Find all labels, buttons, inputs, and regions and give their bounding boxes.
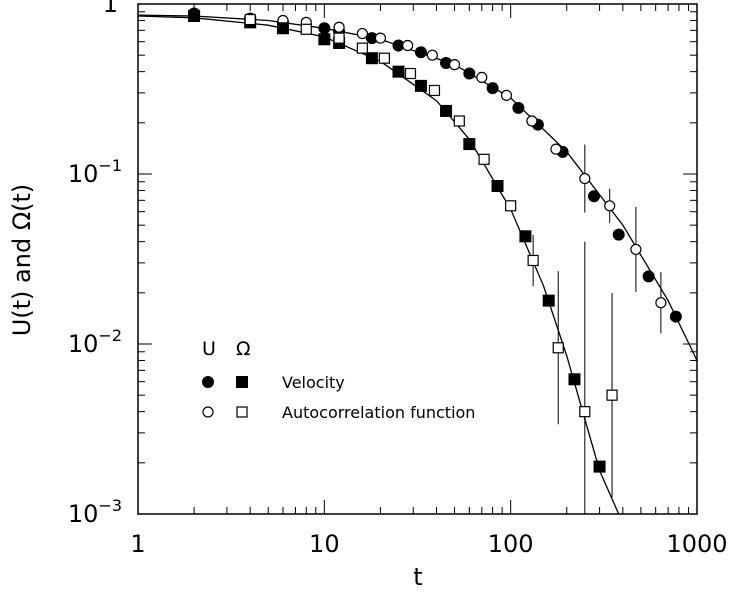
- u-autocorrelation-point: [333, 21, 345, 33]
- omega-velocity-point: [188, 9, 201, 22]
- u-velocity-point: [440, 56, 453, 69]
- u-autocorrelation-point: [426, 49, 438, 61]
- omega-velocity-point: [491, 179, 504, 192]
- omega-velocity-point: [440, 104, 453, 117]
- omega-autocorrelation-point: [606, 389, 618, 401]
- omega-autocorrelation-point: [404, 67, 417, 80]
- omega-autocorrelation-point: [552, 342, 564, 354]
- omega-velocity-point: [593, 460, 606, 473]
- u-autocorrelation-point: [448, 59, 461, 71]
- y-tick-label: 10−3: [68, 496, 122, 528]
- plot-frame: [137, 3, 698, 515]
- u-velocity-point: [512, 101, 525, 114]
- y-tick-labels: 1 10−1 10−2 10−3: [68, 0, 122, 528]
- u-autocorrelation-point: [604, 200, 616, 212]
- omega-autocorrelation-point: [378, 52, 390, 64]
- legend-marker-u-velocity: [202, 376, 214, 388]
- x-tick-label: 1: [130, 530, 145, 558]
- u-autocorrelation-point: [526, 115, 538, 127]
- legend-header-omega: Ω: [236, 338, 251, 360]
- omega-velocity-point: [519, 230, 532, 243]
- x-tick-label: 100: [488, 530, 534, 558]
- u-velocity-point: [392, 39, 405, 52]
- data-markers: [188, 7, 682, 473]
- omega-autocorrelation-point: [579, 406, 591, 418]
- y-axis-title: U(t) and Ω(t): [8, 184, 36, 337]
- omega-velocity-point: [365, 52, 378, 65]
- x-tick-labels: 1 10 100 1000: [130, 530, 727, 558]
- u-autocorrelation-point: [476, 71, 488, 84]
- x-axis-title: t: [413, 563, 422, 591]
- omega-velocity-point: [392, 65, 405, 78]
- u-velocity-point: [642, 270, 655, 283]
- legend-label-autocorrelation: Autocorrelation function: [282, 403, 475, 422]
- axis-ticks: [137, 4, 697, 515]
- omega-autocorrelation-point: [505, 200, 517, 212]
- y-tick-label: 1: [103, 0, 118, 18]
- omega-velocity-point: [414, 79, 427, 92]
- u-autocorrelation-point: [500, 89, 513, 101]
- omega-autocorrelation-point: [356, 42, 368, 54]
- u-velocity-point: [612, 228, 625, 241]
- omega-autocorrelation-point: [428, 84, 441, 97]
- u-autocorrelation-point: [550, 143, 562, 155]
- u-velocity-point: [414, 46, 427, 59]
- u-velocity-point: [365, 32, 378, 45]
- y-tick-label: 10−2: [68, 326, 122, 358]
- u-autocorrelation-point: [356, 27, 368, 40]
- u-autocorrelation-point: [579, 172, 591, 185]
- legend-marker-omega-velocity: [236, 376, 248, 388]
- u-autocorrelation-point: [402, 39, 414, 52]
- legend-marker-u-autocorrelation: [202, 406, 214, 418]
- omega-autocorrelation-point: [527, 254, 539, 267]
- x-tick-label: 1000: [666, 530, 727, 558]
- u-velocity-point: [318, 22, 331, 35]
- u-velocity-point: [463, 67, 476, 80]
- omega-autocorrelation-point: [300, 23, 312, 35]
- x-tick-label: 10: [309, 530, 340, 558]
- u-autocorrelation-point: [655, 297, 667, 309]
- omega-velocity-point: [568, 373, 581, 386]
- fit-curve-u: [137, 14, 698, 361]
- legend-label-velocity: Velocity: [282, 373, 345, 392]
- omega-autocorrelation-point: [453, 115, 465, 127]
- legend-header-u: U: [202, 338, 216, 360]
- omega-velocity-point: [542, 294, 555, 307]
- fit-curve-omega: [137, 15, 620, 515]
- omega-velocity-point: [276, 22, 289, 35]
- omega-autocorrelation-point: [244, 13, 256, 26]
- omega-velocity-point: [318, 33, 331, 46]
- omega-autocorrelation-point: [478, 153, 490, 165]
- y-tick-label: 10−1: [68, 156, 122, 188]
- omega-autocorrelation-point: [333, 32, 345, 44]
- u-velocity-point: [587, 190, 600, 203]
- omega-velocity-point: [463, 138, 476, 151]
- legend: U Ω Velocity Autocorrelation function: [202, 338, 475, 422]
- legend-marker-omega-autocorrelation: [236, 406, 248, 418]
- u-velocity-point: [486, 82, 499, 95]
- u-autocorrelation-point: [630, 243, 642, 256]
- u-velocity-point: [669, 310, 682, 323]
- u-autocorrelation-point: [374, 32, 387, 44]
